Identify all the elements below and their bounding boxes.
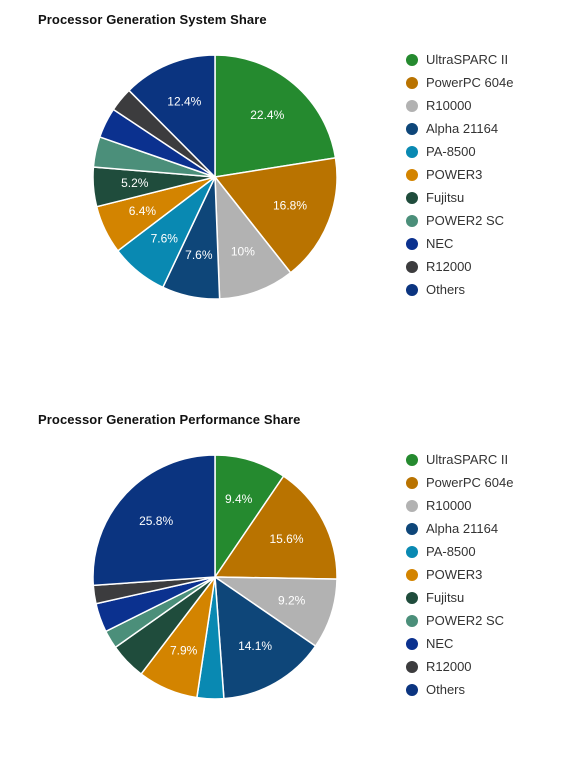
legend-swatch bbox=[406, 545, 418, 558]
legend-swatch bbox=[406, 99, 418, 112]
legend-label: R12000 bbox=[426, 259, 472, 274]
legend-label: Alpha 21164 bbox=[426, 521, 499, 536]
data-label-powerpc-604e: 15.6% bbox=[269, 532, 303, 546]
pie-chart: 9.4% 15.6% 9.2% 14.1% 7.9% 25.8% bbox=[92, 454, 338, 700]
legend-label: POWER2 SC bbox=[426, 613, 505, 628]
legend-label: POWER3 bbox=[426, 167, 483, 182]
pie-slice-powerpc-604e bbox=[213, 475, 338, 580]
legend-swatch bbox=[406, 683, 418, 696]
legend-item-others: Others bbox=[406, 678, 513, 701]
legend-swatch bbox=[406, 168, 418, 181]
legend-label: Others bbox=[426, 682, 466, 697]
legend-swatch bbox=[406, 499, 418, 512]
legend-item-power3: POWER3 bbox=[406, 163, 513, 186]
data-label-pa-8500: 7.6% bbox=[151, 232, 179, 246]
data-label-r10000: 10% bbox=[231, 245, 255, 259]
legend-swatch bbox=[406, 260, 418, 273]
legend-swatch bbox=[406, 237, 418, 250]
legend-item-fujitsu: Fujitsu bbox=[406, 186, 513, 209]
data-label-r10000: 9.2% bbox=[278, 594, 306, 608]
legend-item-alpha-21164: Alpha 21164 bbox=[406, 117, 513, 140]
legend-label: Fujitsu bbox=[426, 590, 465, 605]
legend-label: R10000 bbox=[426, 98, 472, 113]
legend-item-power3: POWER3 bbox=[406, 563, 513, 586]
legend-swatch bbox=[406, 122, 418, 135]
legend-item-powerpc-604e: PowerPC 604e bbox=[406, 71, 513, 94]
legend-label: PowerPC 604e bbox=[426, 75, 514, 90]
legend-label: PowerPC 604e bbox=[426, 475, 514, 490]
legend-label: Others bbox=[426, 282, 466, 297]
legend-label: NEC bbox=[426, 236, 454, 251]
legend-swatch bbox=[406, 76, 418, 89]
legend-item-powerpc-604e: PowerPC 604e bbox=[406, 471, 513, 494]
legend-label: Alpha 21164 bbox=[426, 121, 499, 136]
legend-item-r12000: R12000 bbox=[406, 655, 513, 678]
legend-item-fujitsu: Fujitsu bbox=[406, 586, 513, 609]
legend-swatch bbox=[406, 568, 418, 581]
data-label-powerpc-604e: 16.8% bbox=[273, 198, 307, 212]
legend-item-nec: NEC bbox=[406, 232, 513, 255]
data-label-others: 12.4% bbox=[167, 95, 201, 109]
legend-item-ultrasparc-ii: UltraSPARC II bbox=[406, 448, 513, 471]
legend-item-alpha-21164: Alpha 21164 bbox=[406, 517, 513, 540]
legend-swatch bbox=[406, 591, 418, 604]
legend-swatch bbox=[406, 522, 418, 535]
pie-slice-powerpc-604e bbox=[213, 156, 338, 274]
legend-label: R10000 bbox=[426, 498, 472, 513]
data-label-others: 25.8% bbox=[139, 514, 173, 528]
pie-slice-r10000 bbox=[214, 174, 292, 300]
pie-slice-alpha-21164 bbox=[214, 575, 317, 700]
legend-label: PA-8500 bbox=[426, 544, 476, 559]
data-label-power3: 6.4% bbox=[129, 204, 157, 218]
legend-item-r12000: R12000 bbox=[406, 255, 513, 278]
chart-title: Processor Generation Performance Share bbox=[38, 412, 301, 427]
legend-label: PA-8500 bbox=[426, 144, 476, 159]
pie-chart: 22.4% 16.8% 10% 7.6% 7.6% 6.4% 5.2% 12.4% bbox=[92, 54, 338, 300]
pie-slice-others bbox=[127, 54, 216, 179]
pie-slice-others bbox=[92, 454, 216, 587]
legend-item-pa-8500: PA-8500 bbox=[406, 140, 513, 163]
legend-item-others: Others bbox=[406, 278, 513, 301]
legend-label: POWER2 SC bbox=[426, 213, 505, 228]
legend-label: POWER3 bbox=[426, 567, 483, 582]
chart-title: Processor Generation System Share bbox=[38, 12, 267, 27]
data-label-ultrasparc-ii: 22.4% bbox=[250, 108, 284, 122]
data-label-power3: 7.9% bbox=[170, 643, 198, 657]
legend-item-r10000: R10000 bbox=[406, 494, 513, 517]
legend-swatch bbox=[406, 191, 418, 204]
legend-item-pa-8500: PA-8500 bbox=[406, 540, 513, 563]
legend-swatch bbox=[406, 453, 418, 466]
data-label-alpha-21164: 14.1% bbox=[238, 639, 272, 653]
legend-swatch bbox=[406, 53, 418, 66]
legend: UltraSPARC II PowerPC 604e R10000 Alpha 211… bbox=[406, 48, 513, 301]
legend-item-power2-sc: POWER2 SC bbox=[406, 209, 513, 232]
data-label-alpha-21164: 7.6% bbox=[185, 248, 213, 262]
legend-item-nec: NEC bbox=[406, 632, 513, 655]
legend-swatch bbox=[406, 614, 418, 627]
legend-swatch bbox=[406, 145, 418, 158]
legend-label: NEC bbox=[426, 636, 454, 651]
legend-swatch bbox=[406, 476, 418, 489]
legend-item-r10000: R10000 bbox=[406, 94, 513, 117]
legend-swatch bbox=[406, 283, 418, 296]
data-label-ultrasparc-ii: 9.4% bbox=[225, 492, 253, 506]
performance-share-chart: Processor Generation Performance Share 9… bbox=[0, 400, 582, 760]
pie-slice-ultrasparc-ii bbox=[214, 54, 337, 178]
legend-item-power2-sc: POWER2 SC bbox=[406, 609, 513, 632]
system-share-chart: Processor Generation System Share 22.4% 1… bbox=[0, 0, 582, 360]
legend: UltraSPARC II PowerPC 604e R10000 Alpha 211… bbox=[406, 448, 513, 701]
legend-label: Fujitsu bbox=[426, 190, 465, 205]
legend-swatch bbox=[406, 214, 418, 227]
legend-label: UltraSPARC II bbox=[426, 452, 509, 467]
legend-swatch bbox=[406, 660, 418, 673]
legend-swatch bbox=[406, 637, 418, 650]
legend-label: UltraSPARC II bbox=[426, 52, 509, 67]
data-label-fujitsu: 5.2% bbox=[121, 176, 149, 190]
legend-item-ultrasparc-ii: UltraSPARC II bbox=[406, 48, 513, 71]
legend-label: R12000 bbox=[426, 659, 472, 674]
